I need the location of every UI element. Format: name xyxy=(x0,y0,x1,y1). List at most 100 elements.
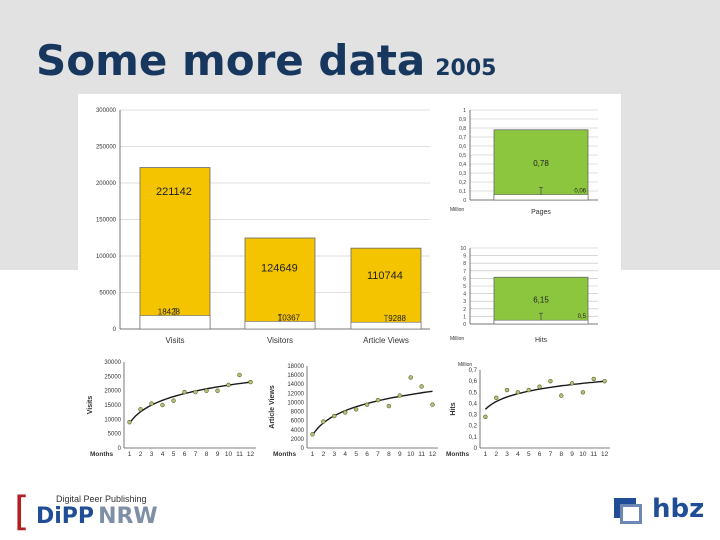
hits-scatter-point xyxy=(559,393,564,398)
pages-bars-ytick-label: 0,3 xyxy=(459,171,466,177)
hits-bars-ytick-label: 9 xyxy=(463,254,466,260)
hits-scatter-xtick-label: 10 xyxy=(579,451,587,458)
visits-scatter-xtick-label: 8 xyxy=(205,451,209,458)
article-views-scatter-point xyxy=(419,384,424,389)
hits-bars-ytick-label: 3 xyxy=(463,299,466,305)
charts-canvas: 0500001000001500002000002500003000002211… xyxy=(87,108,610,458)
pages-bars-ytick-label: 0,4 xyxy=(459,162,466,168)
hits-scatter-point xyxy=(537,384,542,389)
hits-scatter-point xyxy=(580,390,586,395)
article-views-scatter-xlabel: Months xyxy=(273,451,296,458)
main-bars-value-label-top: 110744 xyxy=(367,270,403,282)
main-bars-bar-base xyxy=(139,315,211,330)
main-bars-ytick-label: 200000 xyxy=(96,181,117,187)
article-views-scatter-xtick-label: 12 xyxy=(429,451,437,458)
hits-scatter-point xyxy=(483,414,488,419)
main-bars-bar-base xyxy=(350,321,422,330)
visits-scatter-point xyxy=(215,388,220,393)
visits-scatter-xtick-label: 10 xyxy=(225,451,233,458)
article-views-scatter-xtick-label: 11 xyxy=(418,451,425,458)
hits-scatter-point xyxy=(569,381,575,386)
visits-scatter-xtick-label: 9 xyxy=(216,451,220,458)
dipp-nrw: NRW xyxy=(98,504,158,529)
visits-scatter-xtick-label: 5 xyxy=(172,451,176,458)
chart-panel: 0 50000 100000 150000 200000 250000 300000 2211… xyxy=(78,94,621,464)
hits-scatter-xtick-label: 1 xyxy=(484,451,488,458)
visits-scatter-point xyxy=(204,388,209,393)
visits-scatter-ytick-label: 0 xyxy=(118,446,122,452)
visits-scatter-xtick-label: 2 xyxy=(139,451,143,458)
article-views-scatter-xtick-label: 9 xyxy=(398,451,402,458)
article-views-scatter-ytick-label: 18000 xyxy=(287,364,304,370)
pages-bars-ytick-label: 0 xyxy=(463,198,466,204)
article-views-scatter-ytick-label: 8000 xyxy=(291,410,305,416)
article-views-scatter-point xyxy=(353,407,359,412)
dipp-subtitle: Digital Peer Publishing xyxy=(56,494,147,504)
main-bars-category-label: Article Views xyxy=(363,336,409,345)
pages-bars-ytick-label: 0,7 xyxy=(459,135,466,141)
pages-bars-unit-label: Million xyxy=(450,207,464,213)
article-views-scatter-xtick-label: 8 xyxy=(387,451,391,458)
article-views-scatter-xtick-label: 10 xyxy=(407,451,415,458)
visits-scatter-xlabel: Months xyxy=(90,451,113,458)
hits-scatter-point xyxy=(591,376,596,382)
hits-bars-ytick-label: 1 xyxy=(463,314,466,320)
main-bars-ytick-label: 250000 xyxy=(96,145,117,151)
visits-scatter-ylabel: Visits xyxy=(87,396,94,415)
hits-scatter-xtick-label: 12 xyxy=(601,451,609,458)
article-views-scatter-ytick-label: 4000 xyxy=(291,428,305,434)
visits-scatter-xtick-label: 7 xyxy=(194,451,198,458)
hits-scatter-ytick-label: 0 xyxy=(474,446,478,452)
visits-scatter-xtick-label: 12 xyxy=(247,451,255,458)
visits-scatter-ytick-label: 25000 xyxy=(104,374,121,380)
article-views-scatter-ytick-label: 12000 xyxy=(287,391,304,397)
pages-bars-ytick-label: 0,5 xyxy=(459,153,466,159)
hits-bars-ytick-label: 5 xyxy=(463,284,466,290)
hits-scatter-xtick-label: 5 xyxy=(527,451,531,458)
hits-bars-unit-label: Million xyxy=(450,336,464,342)
pages-bars-category-label: Pages xyxy=(531,209,551,216)
visits-scatter-ytick-label: 20000 xyxy=(104,389,121,395)
main-bars-ytick-label: 100000 xyxy=(96,254,117,260)
visits-scatter-ytick-label: 5000 xyxy=(108,432,122,438)
article-views-scatter-xtick-label: 5 xyxy=(354,451,358,458)
main-bars-value-label-top: 221142 xyxy=(156,186,192,198)
pages-bars-bar-base xyxy=(493,194,589,201)
article-views-scatter-point xyxy=(408,375,413,380)
hits-scatter-xlabel: Months xyxy=(446,451,469,458)
main-bars-bar-total xyxy=(244,237,316,330)
main-bars-ytick-label: 150000 xyxy=(96,218,117,224)
hits-scatter-xtick-label: 2 xyxy=(494,451,498,458)
main-bars-value-label-bottom: 10367 xyxy=(278,313,301,322)
visits-scatter-point xyxy=(149,401,154,406)
dipp-wordmark: DiPP NRW xyxy=(36,504,158,529)
pages-bars-value-label-top: 0,78 xyxy=(533,159,549,168)
main-bars-value-label-bottom: 9288 xyxy=(388,314,406,323)
hits-scatter-xtick-label: 7 xyxy=(549,451,553,458)
hits-scatter-ytick-label: 0,4 xyxy=(469,401,478,407)
article-views-scatter-ylabel: Article Views xyxy=(269,385,276,429)
article-views-scatter-point xyxy=(332,413,337,419)
hits-scatter-ytick-label: 0,1 xyxy=(469,435,478,441)
article-views-scatter-point xyxy=(321,419,326,424)
article-views-scatter-ytick-label: 10000 xyxy=(287,400,304,406)
hits-scatter-unit-label: Million xyxy=(458,362,472,368)
main-bars-bar-base xyxy=(244,321,316,330)
article-views-scatter-ytick-label: 2000 xyxy=(291,437,305,443)
hits-scatter-ylabel: Hits xyxy=(450,402,457,415)
article-views-scatter-point xyxy=(343,410,348,415)
main-bars-ytick-label: 0 xyxy=(113,327,117,333)
article-views-scatter-ytick-label: 16000 xyxy=(287,373,304,379)
hits-bars-ytick-label: 6 xyxy=(463,276,466,282)
hits-bars-ytick-label: 0 xyxy=(463,322,466,328)
hits-scatter-xtick-label: 4 xyxy=(516,451,520,458)
article-views-scatter-point xyxy=(375,397,381,403)
hits-scatter-xtick-label: 9 xyxy=(570,451,574,458)
hbz-wordmark: hbz xyxy=(652,494,705,524)
main-bars-value-label-top: 124649 xyxy=(261,262,298,274)
main-bars-value-label-bottom: 18428 xyxy=(158,308,181,317)
slide-title: Some more data 2005 xyxy=(36,36,496,85)
main-bars-bar-total xyxy=(139,167,211,330)
hits-bars-ytick-label: 4 xyxy=(463,292,466,298)
pages-bars-ytick-label: 1 xyxy=(463,108,466,114)
